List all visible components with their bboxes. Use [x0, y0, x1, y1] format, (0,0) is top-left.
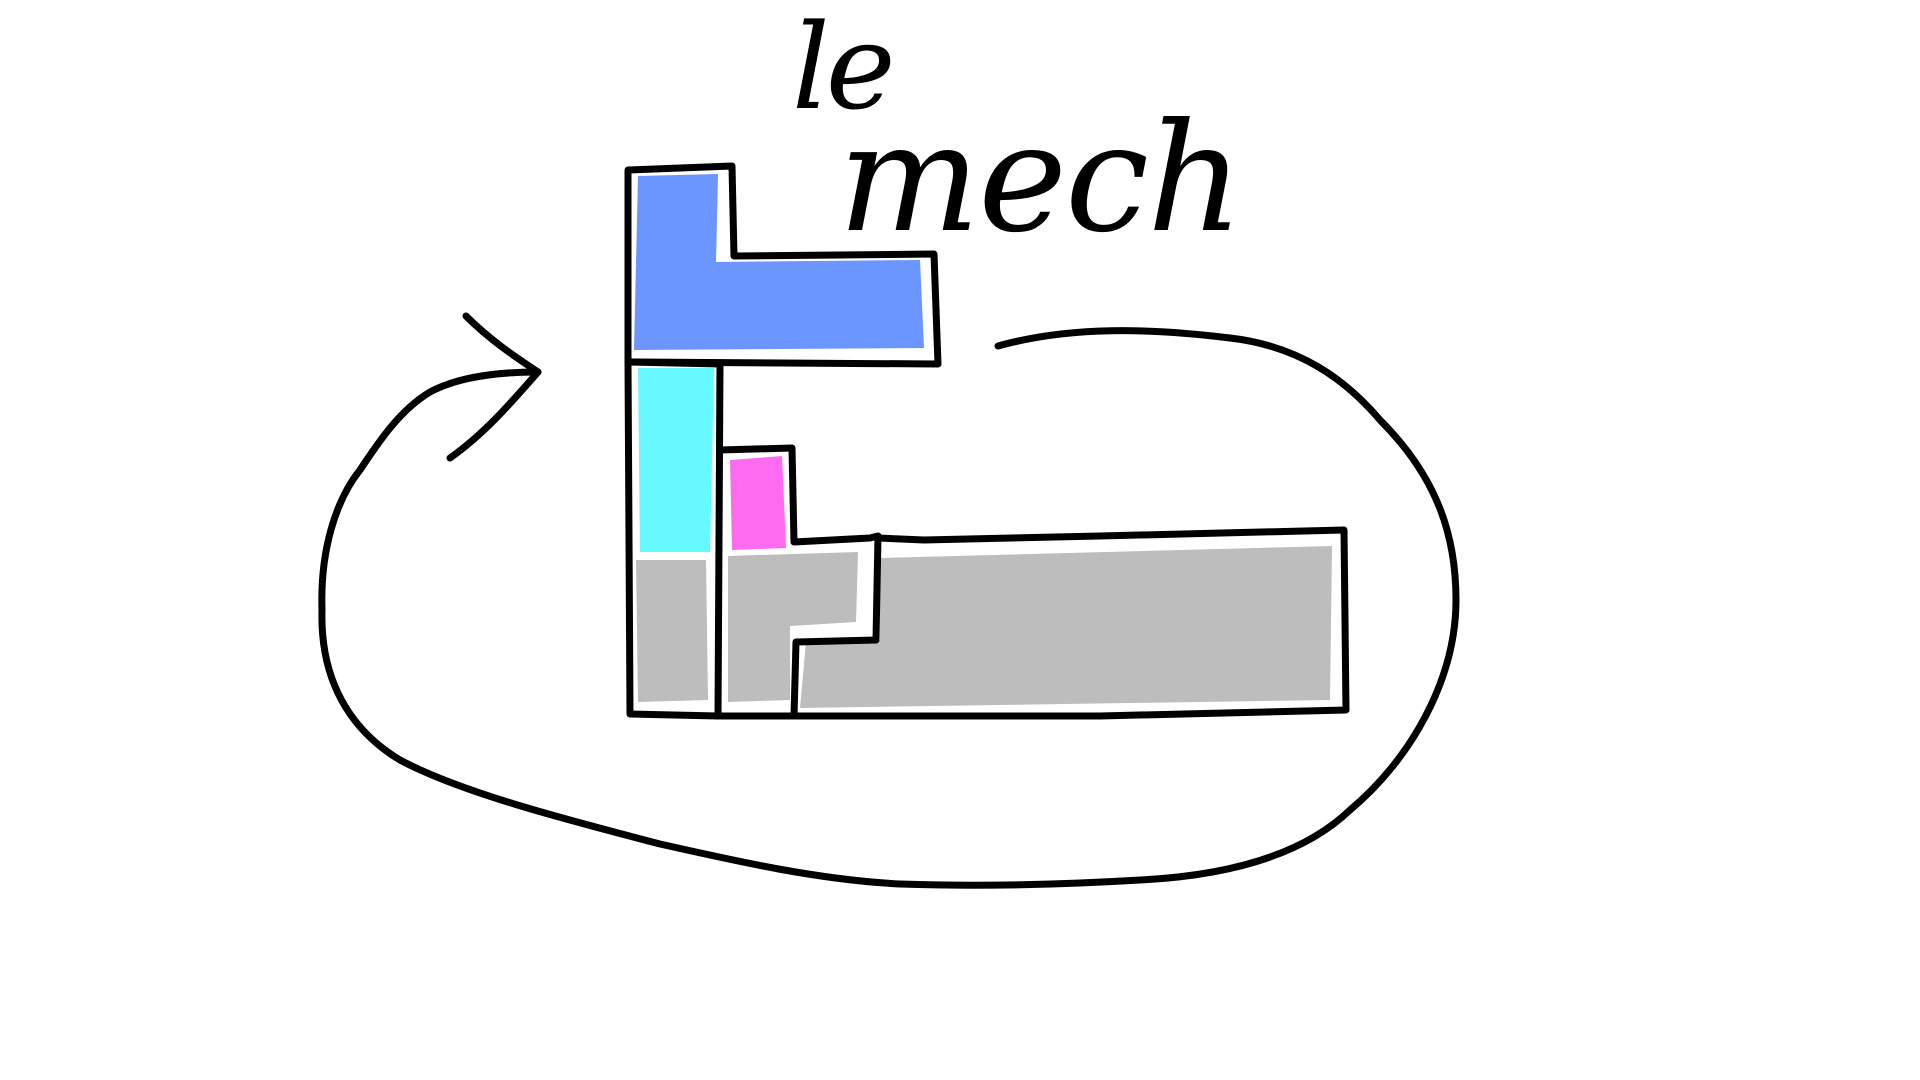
title-line-2: mech — [838, 92, 1244, 266]
loop-arrow — [318, 312, 1460, 889]
left-column-piece-fill — [638, 368, 714, 552]
loop-arrow-head — [446, 312, 542, 462]
base-right-block-fill — [800, 546, 1332, 708]
stack-outline — [624, 162, 1350, 720]
loop-arrow-line — [318, 327, 1460, 889]
base-middle-block-fill — [728, 552, 858, 702]
top-piece-fill — [634, 174, 924, 350]
base-left-block-fill — [636, 560, 708, 702]
small-piece-fill — [730, 456, 786, 550]
right-block-outline — [792, 526, 1350, 720]
title-line-1: le — [792, 0, 896, 136]
